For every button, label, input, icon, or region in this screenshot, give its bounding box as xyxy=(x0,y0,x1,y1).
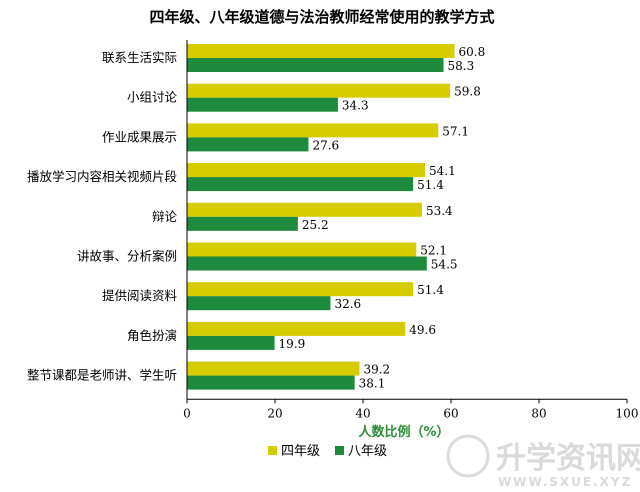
bar-grade8 xyxy=(187,58,444,72)
data-label: 34.3 xyxy=(342,99,369,113)
data-label: 57.1 xyxy=(442,124,469,138)
bar-grade8 xyxy=(187,97,338,112)
category-labels: 联系生活实际小组讨论作业成果展示播放学习内容相关视频片段辩论讲故事、分析案例提供… xyxy=(27,50,178,383)
data-label: 54.1 xyxy=(429,164,456,178)
x-tick-label: 80 xyxy=(531,406,546,420)
data-label: 27.6 xyxy=(312,138,339,152)
bar-grade4 xyxy=(187,321,406,336)
category-label: 讲故事、分析案例 xyxy=(77,249,177,264)
x-axis-label: 人数比例（%） xyxy=(358,424,449,440)
bars-group xyxy=(187,44,455,390)
watermark: 升学资讯网 WWW.SXUE.XYZ xyxy=(446,434,640,489)
chart-title: 四年级、八年级道德与法治教师经常使用的教学方式 xyxy=(149,8,494,26)
category-label: 提供阅读资料 xyxy=(102,288,178,303)
bar-grade4 xyxy=(187,242,417,257)
watermark-sub-text: WWW.SXUE.XYZ xyxy=(498,475,632,489)
data-label: 38.1 xyxy=(359,377,386,391)
data-label: 51.4 xyxy=(417,178,444,192)
x-tick-label: 20 xyxy=(267,406,282,420)
category-label: 辩论 xyxy=(152,209,178,224)
data-label: 60.8 xyxy=(459,45,486,59)
data-label: 58.3 xyxy=(448,59,475,73)
x-tick-label: 40 xyxy=(355,406,370,420)
x-tick-label: 60 xyxy=(443,406,458,420)
watermark-main-text: 升学资讯网 xyxy=(496,441,640,476)
data-label: 32.6 xyxy=(334,297,361,311)
legend-label: 四年级 xyxy=(281,444,320,459)
bar-grade8 xyxy=(187,335,275,350)
x-axis: 0 20 40 60 80 100 xyxy=(183,40,638,420)
data-label: 59.8 xyxy=(454,85,481,99)
data-label: 51.4 xyxy=(417,283,444,297)
data-label: 49.6 xyxy=(409,323,436,337)
bar-grade8 xyxy=(187,375,355,390)
bar-grade4 xyxy=(187,123,439,138)
category-label: 小组讨论 xyxy=(127,90,178,105)
bar-grade4 xyxy=(187,202,422,217)
category-label: 播放学习内容相关视频片段 xyxy=(27,169,177,184)
data-label: 54.5 xyxy=(431,258,458,272)
watermark-logo-icon xyxy=(446,434,490,478)
legend-swatch-grade8 xyxy=(335,446,344,455)
x-tick-label: 100 xyxy=(616,406,639,420)
data-label: 53.4 xyxy=(426,204,453,218)
bar-grade4 xyxy=(187,163,426,178)
bar-grade4 xyxy=(187,361,360,376)
bar-grade8 xyxy=(187,296,331,311)
data-label: 52.1 xyxy=(420,244,447,258)
legend-swatch-grade4 xyxy=(268,446,277,455)
data-label: 19.9 xyxy=(279,337,306,351)
bar-grade8 xyxy=(187,137,309,152)
category-label: 整节课都是老师讲、学生听 xyxy=(27,368,177,383)
category-label: 角色扮演 xyxy=(127,328,177,343)
data-label: 25.2 xyxy=(302,218,329,232)
bar-grade8 xyxy=(187,256,427,271)
bar-grade4 xyxy=(187,44,455,58)
value-labels: 60.858.359.834.357.127.654.151.453.425.2… xyxy=(279,45,486,391)
bar-grade4 xyxy=(187,83,451,98)
bar-grade8 xyxy=(187,216,298,231)
x-tick-label: 0 xyxy=(183,406,191,420)
category-label: 联系生活实际 xyxy=(102,50,177,65)
bar-grade4 xyxy=(187,282,414,297)
category-label: 作业成果展示 xyxy=(102,129,177,144)
data-label: 39.2 xyxy=(363,363,390,377)
legend-label: 八年级 xyxy=(348,444,387,459)
legend: 四年级 八年级 xyxy=(268,444,387,459)
bar-grade8 xyxy=(187,177,414,192)
